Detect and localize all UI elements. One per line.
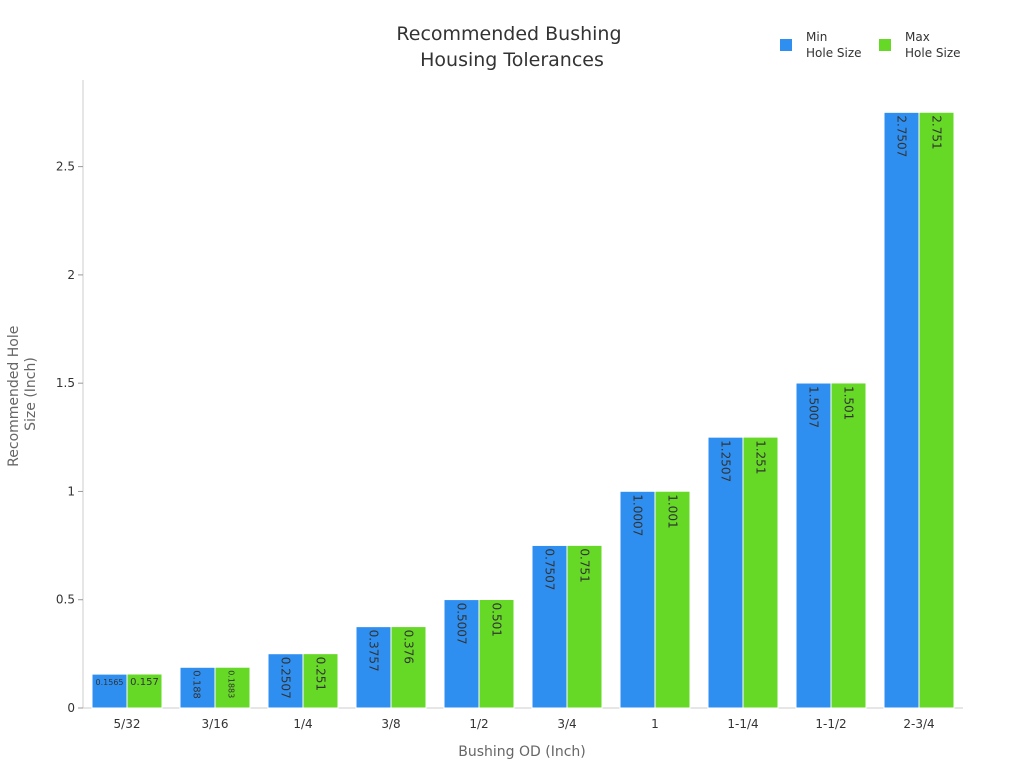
y-axis-title-line-2: Size (Inch) [23, 357, 39, 431]
bar-min [883, 111, 920, 709]
y-tick-label: 0 [67, 701, 75, 715]
chart-title-line-1: Recommended Bushing [396, 23, 621, 45]
bar-min [179, 666, 216, 709]
x-tick-label: 3/16 [202, 717, 229, 731]
y-axis-title-line-1: Recommended Hole [6, 326, 22, 467]
bar-value-label: 0.251 [314, 657, 328, 691]
chart-axes: 0 0.5 1 1.5 2 2.5 5/32 3/16 1/4 3/8 1/2 3/4 1 1-1/4 1-… [56, 80, 963, 731]
y-tick-label: 2.5 [56, 160, 75, 174]
y-tick-label: 1.5 [56, 376, 75, 390]
bar-min [531, 544, 568, 709]
bar-min [267, 653, 304, 709]
bar-max [214, 666, 251, 709]
bar-max [478, 599, 515, 709]
y-tick-label: 1 [67, 484, 75, 498]
y-tick-label: 2 [67, 268, 75, 282]
bar-value-label: 0.5007 [455, 603, 469, 645]
bar-value-label: 0.751 [578, 548, 592, 582]
bar-value-label: 0.501 [490, 603, 504, 637]
bar-value-label: 0.188 [191, 670, 202, 699]
x-tick-label: 1 [651, 717, 659, 731]
bar-value-label: 0.1565 [96, 678, 124, 687]
bar-max [918, 111, 955, 709]
bar-value-label: 0.376 [402, 630, 416, 664]
bar-min [795, 382, 832, 709]
chart-title: Recommended Bushing Housing Tolerances [396, 23, 627, 71]
x-tick-label: 1-1/4 [727, 717, 758, 731]
bar-max [302, 653, 339, 709]
x-tick-label: 1/2 [469, 717, 488, 731]
y-axis-title: Recommended Hole Size (Inch) [6, 321, 39, 467]
chart-title-line-2: Housing Tolerances [420, 49, 604, 71]
chart-bar-labels: 0.1565 0.157 0.188 0.1883 0.2507 0.251 0.3757 0… [96, 115, 944, 699]
legend-label-line-1: Min [806, 30, 827, 44]
bar-min [619, 490, 656, 709]
bar-min [91, 673, 128, 709]
legend-label-max: Max Hole Size [905, 30, 961, 60]
bar-max [126, 673, 163, 709]
x-tick-label: 3/4 [557, 717, 576, 731]
bar-value-label: 0.3757 [367, 630, 381, 672]
bar-value-label: 1.2507 [719, 440, 733, 482]
bar-min [355, 626, 392, 709]
legend-swatch-min [780, 39, 792, 51]
bar-max [830, 382, 867, 709]
bar-value-label: 1.251 [754, 440, 768, 474]
x-tick-label: 5/32 [114, 717, 141, 731]
bar-value-label: 2.751 [930, 115, 944, 149]
x-tick-label: 2-3/4 [903, 717, 934, 731]
x-tick-label: 3/8 [381, 717, 400, 731]
bar-value-label: 2.7507 [895, 115, 909, 157]
bar-max [390, 626, 427, 709]
x-tick-label: 1/4 [293, 717, 312, 731]
legend-swatch-max [879, 39, 891, 51]
bar-value-label: 0.1883 [227, 670, 236, 698]
bar-min [443, 599, 480, 709]
x-tick-label: 1-1/2 [815, 717, 846, 731]
x-axis-title: Bushing OD (Inch) [458, 744, 586, 760]
y-tick-label: 0.5 [56, 593, 75, 607]
bar-value-label: 0.157 [130, 677, 159, 688]
bar-max [566, 544, 603, 709]
bar-value-label: 0.2507 [279, 657, 293, 699]
bar-value-label: 0.7507 [543, 548, 557, 590]
bar-max [742, 436, 779, 709]
bar-value-label: 1.001 [666, 494, 680, 528]
bar-value-label: 1.501 [842, 386, 856, 420]
bar-value-label: 1.0007 [631, 494, 645, 536]
chart-bars [91, 111, 955, 709]
chart-legend: Min Hole Size Max Hole Size [780, 30, 961, 60]
legend-label-line-1: Max [905, 30, 930, 44]
legend-label-min: Min Hole Size [806, 30, 862, 60]
legend-label-line-2: Hole Size [806, 46, 862, 60]
legend-label-line-2: Hole Size [905, 46, 961, 60]
bar-value-label: 1.5007 [807, 386, 821, 428]
bar-max [654, 490, 691, 709]
